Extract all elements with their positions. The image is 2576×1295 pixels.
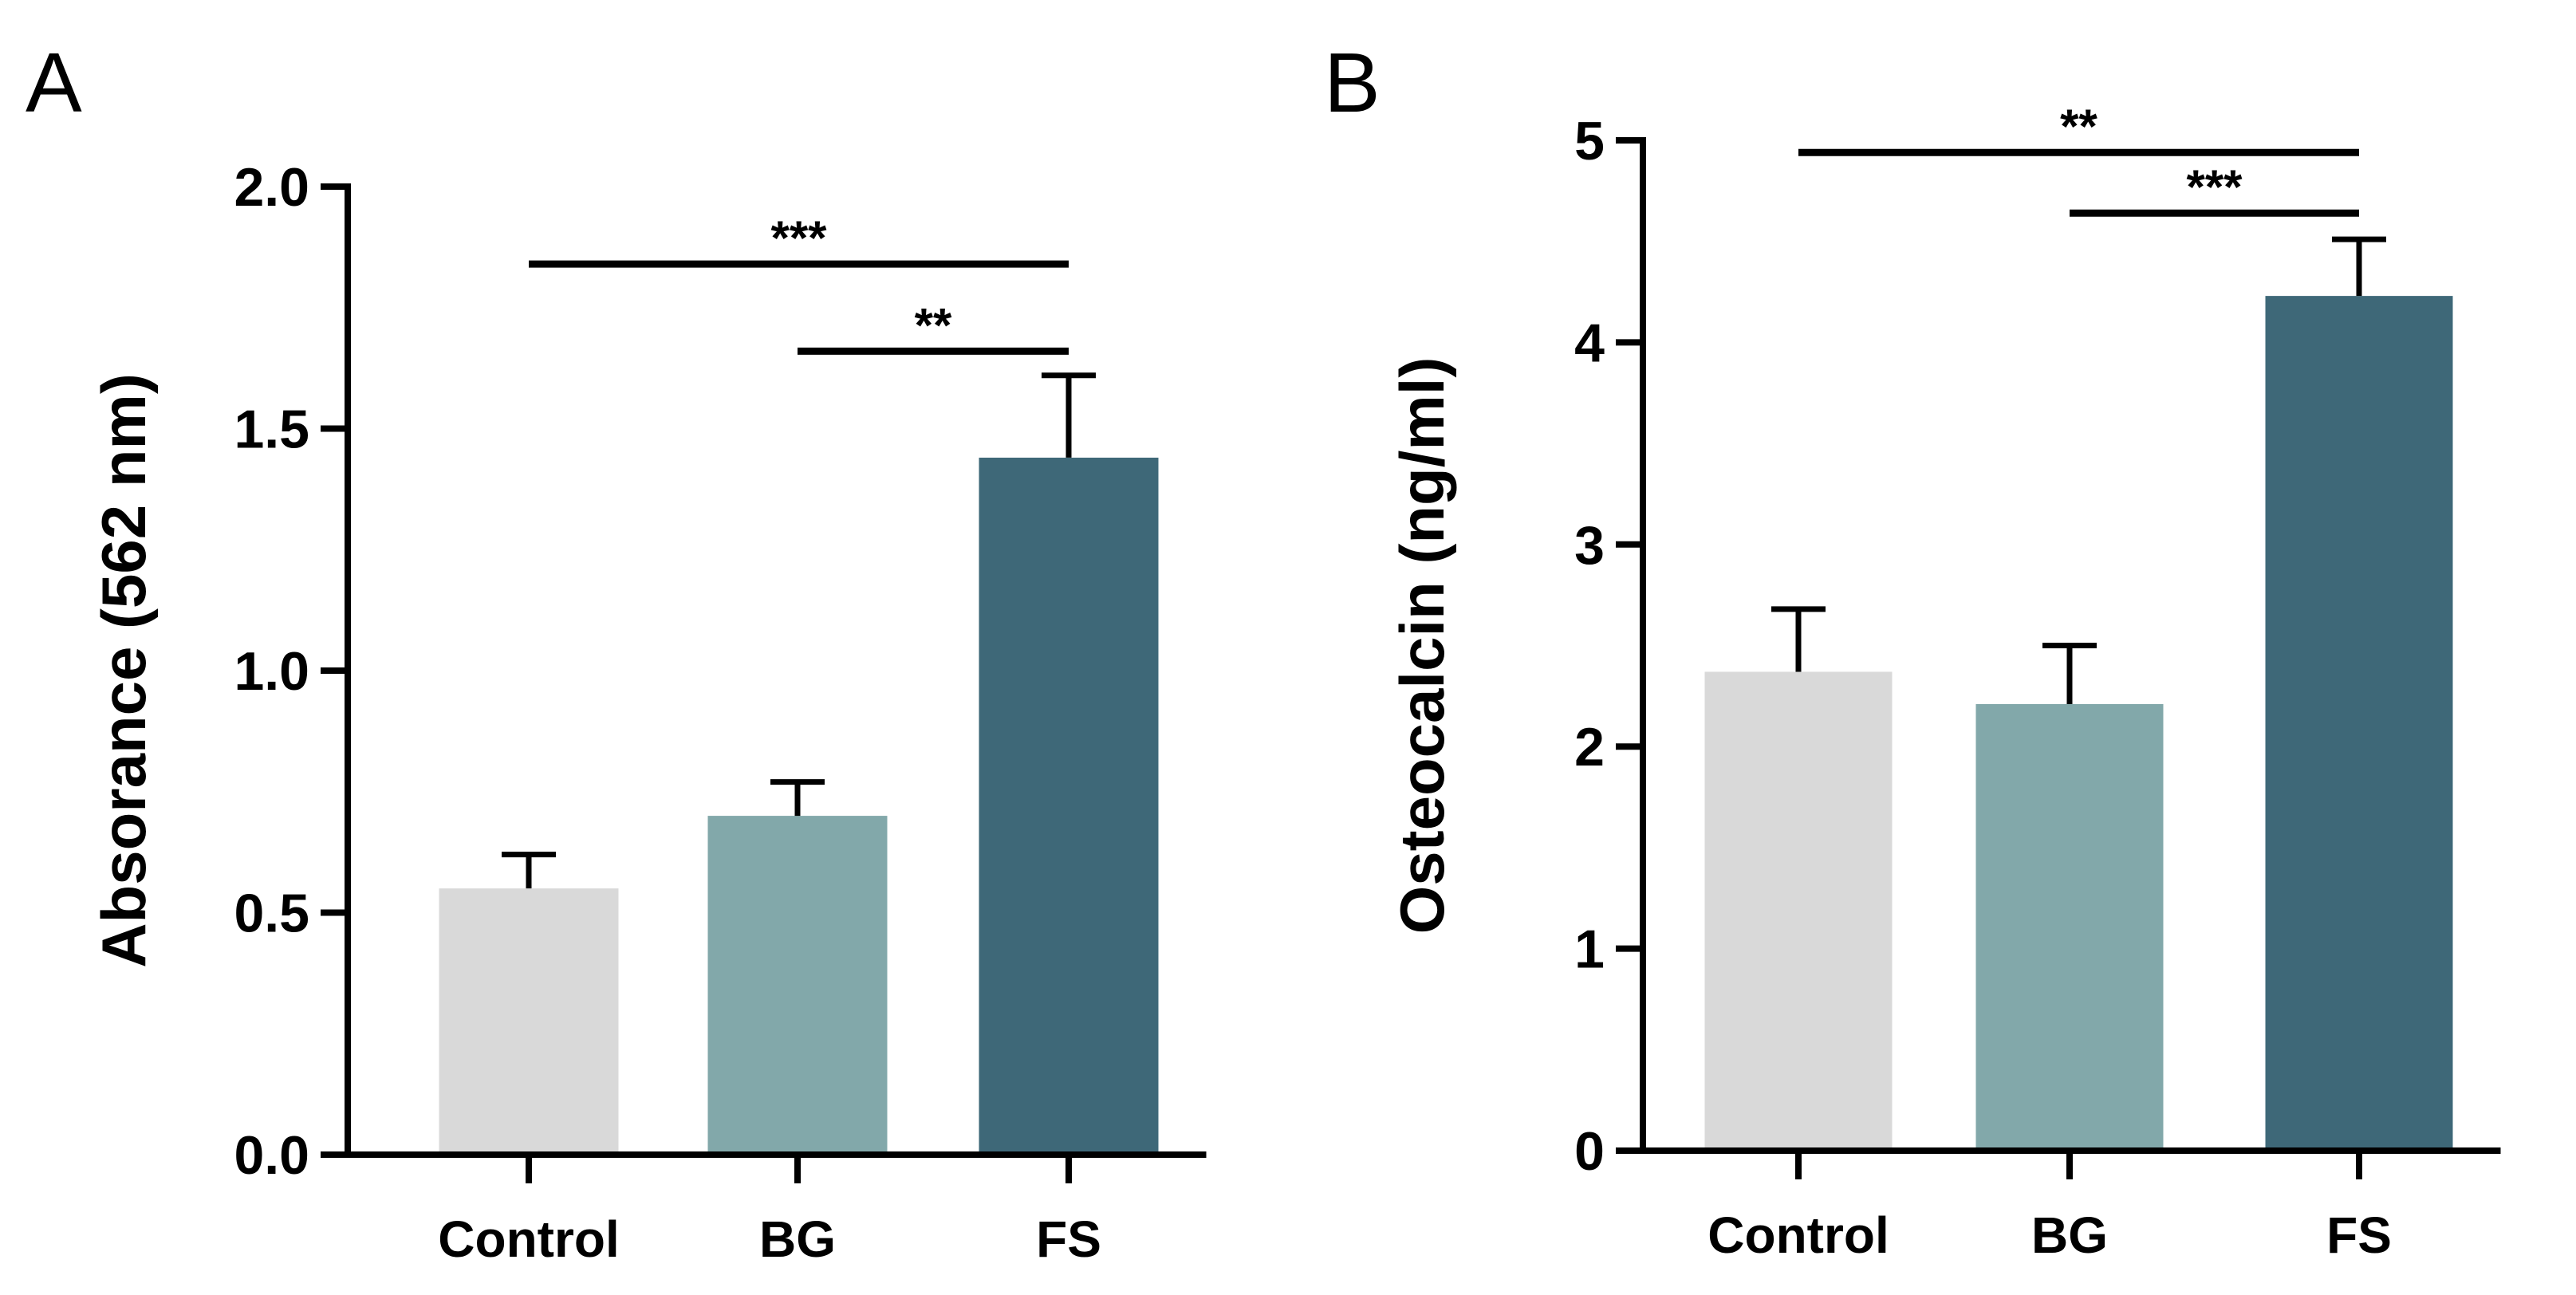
- panel-b-letter: B: [1324, 36, 1381, 130]
- y-tick-label: 2: [1574, 717, 1605, 777]
- significance-label: **: [915, 298, 952, 352]
- y-tick-label: 0: [1574, 1121, 1605, 1182]
- y-tick-label: 0.5: [234, 884, 309, 944]
- bar-fs: [2265, 296, 2453, 1151]
- y-axis-title: Osteocalcin (ng/ml): [1387, 357, 1457, 935]
- y-tick-label: 4: [1574, 313, 1605, 373]
- y-tick-label: 2.0: [234, 157, 309, 218]
- bar-bg: [707, 816, 888, 1155]
- bar-fs: [979, 457, 1159, 1155]
- bar-control: [439, 888, 619, 1155]
- x-tick-label-control: Control: [438, 1210, 620, 1268]
- y-tick-label: 5: [1574, 111, 1605, 171]
- x-tick-label-bg: BG: [759, 1210, 836, 1268]
- significance-label: ***: [770, 211, 827, 265]
- x-tick-label-control: Control: [1707, 1206, 1889, 1264]
- bar-control: [1704, 671, 1893, 1151]
- bar-bg: [1975, 703, 2164, 1151]
- y-tick-label: 1: [1574, 919, 1605, 980]
- y-tick-label: 1.5: [234, 400, 309, 460]
- y-tick-label: 1.0: [234, 641, 309, 702]
- x-tick-label-fs: FS: [2326, 1206, 2392, 1264]
- significance-label: ***: [2186, 160, 2243, 214]
- panel-a-letter: A: [26, 36, 82, 130]
- x-tick-label-bg: BG: [2031, 1206, 2108, 1264]
- x-tick-label-fs: FS: [1036, 1210, 1101, 1268]
- significance-label: **: [2060, 100, 2097, 153]
- y-tick-label: 0.0: [234, 1125, 309, 1186]
- y-tick-label: 3: [1574, 515, 1605, 576]
- panel-a-chart: 0.0 0.5 1.0 1.5 2.0 Control BG FS Absorance (562…: [89, 157, 1207, 1268]
- y-axis-title: Absorance (562 nm): [89, 373, 159, 968]
